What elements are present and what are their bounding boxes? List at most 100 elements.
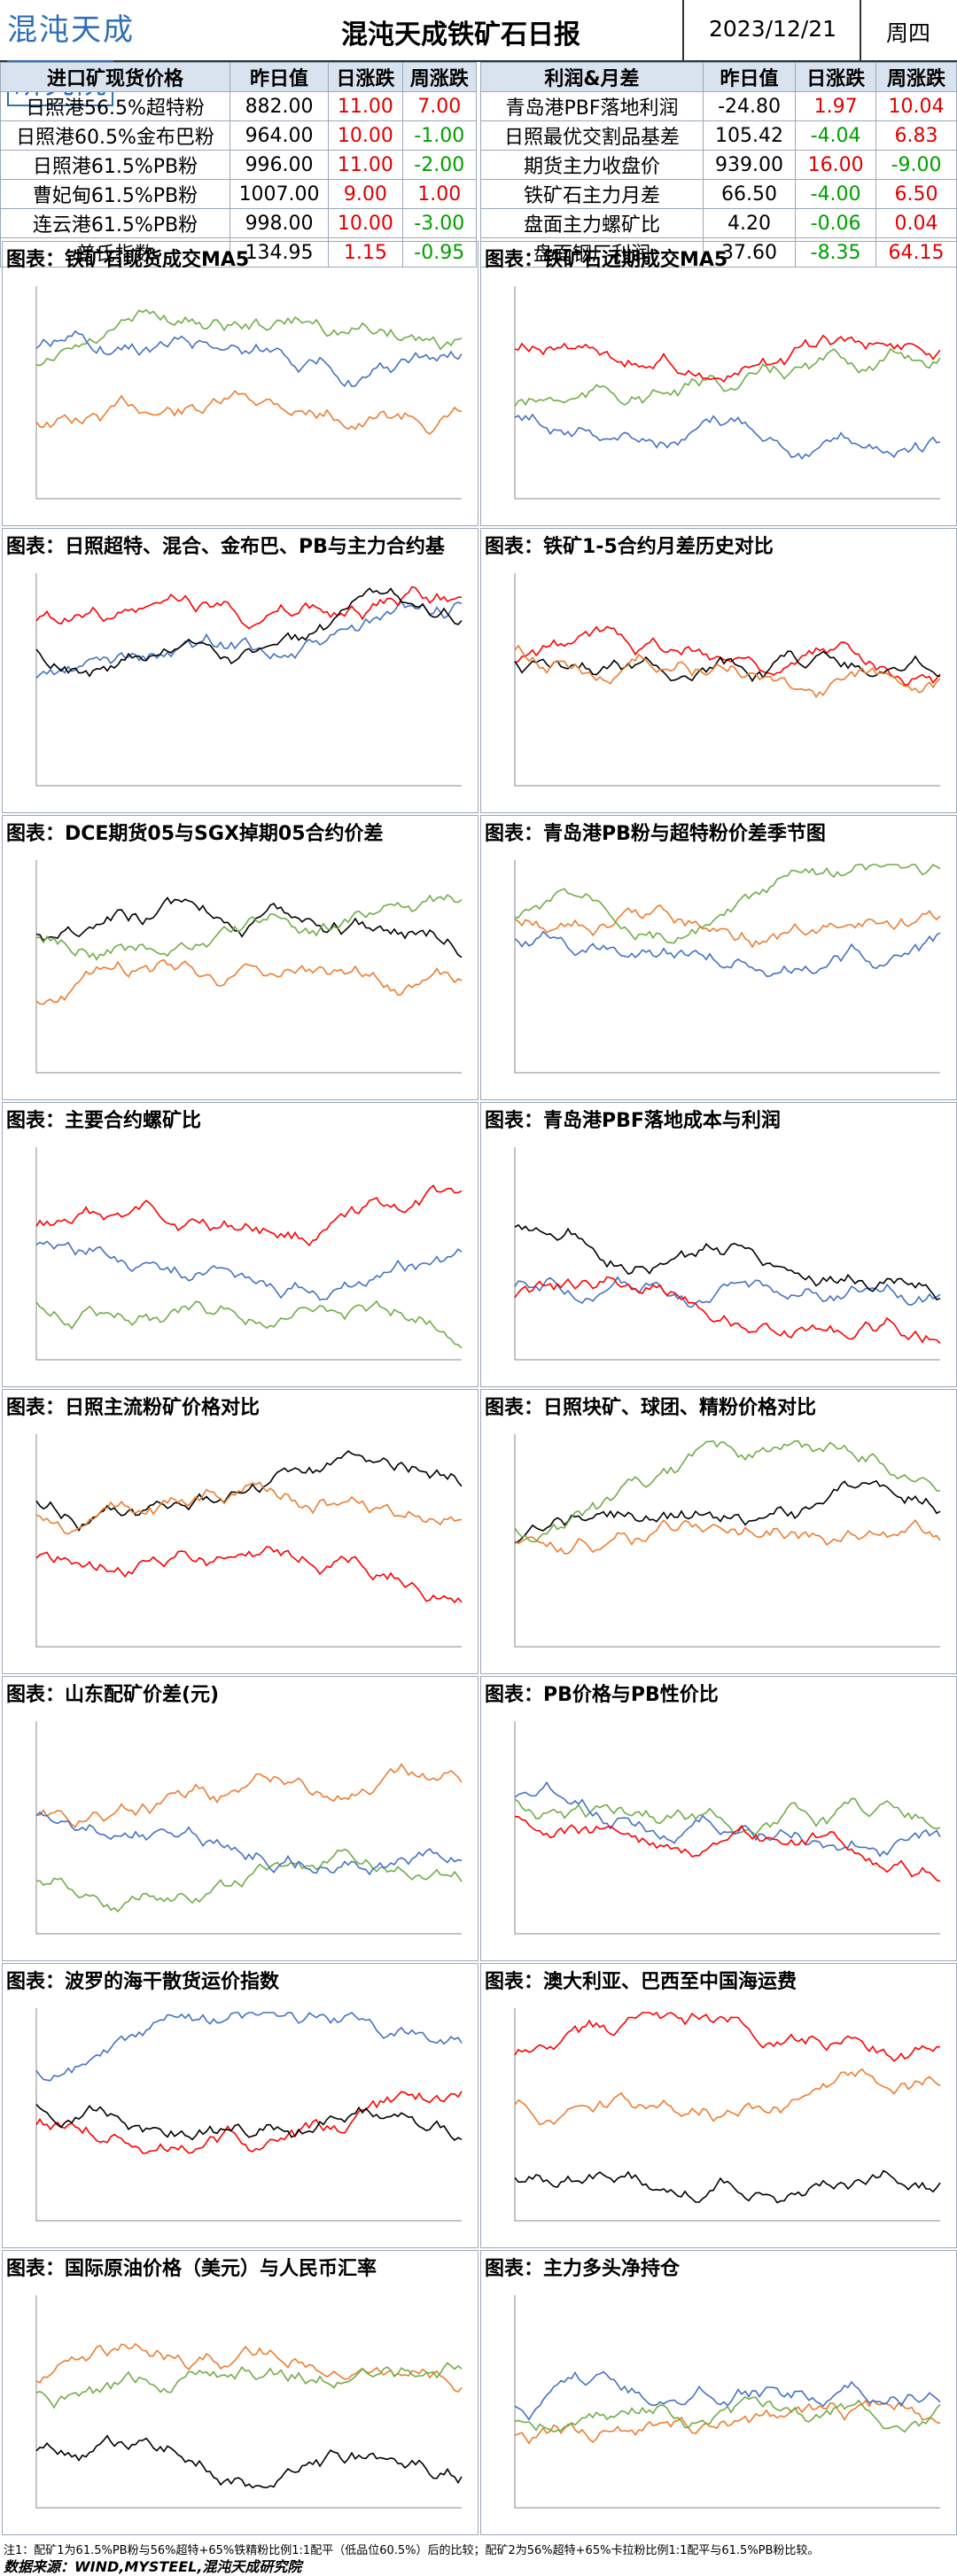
table-cell: -3.00 [401,208,478,238]
chart-plot [514,2008,941,2222]
series-line [35,1811,463,1876]
chart-axis [514,1434,940,1648]
chart-panel: 图表：铁矿石现货成交MA5 [2,241,478,526]
chart-plot [35,286,463,500]
series-line [35,958,463,1005]
table-row: 日照港60.5%金布巴粉 964.00 10.00 -1.00 [0,120,478,151]
chart-plot [35,2008,463,2222]
table-cell: 9.00 [328,179,403,209]
chart-axis [35,286,462,500]
table-cell: 939.00 [702,150,797,180]
series-line [514,1276,941,1345]
series-line [514,2068,941,2126]
series-line [514,904,941,949]
chart-title: 图表：主要合约螺矿比 [6,1110,202,1132]
column-header: 昨日值 [229,62,330,92]
table-cell: 996.00 [229,150,330,180]
series-line [514,863,941,944]
row-label: 日照港56.5%超特粉 [0,91,230,121]
series-line [35,894,463,961]
table-row: 盘面主力螺矿比 4.20 -0.06 0.04 [480,208,957,238]
chart-panel: 图表：国际原油价格（美元）与人民币汇率 [2,2250,478,2535]
table-row: 青岛港PBF落地利润 -24.80 1.97 10.04 [480,91,957,121]
row-label: 曹妃甸61.5%PB粉 [0,179,230,209]
column-header: 日涨跌 [328,62,403,92]
chart-panel: 图表：山东配矿价差(元) [2,1676,478,1961]
chart-axis [514,2008,940,2222]
chart-plot [514,1147,941,1361]
chart-title: 图表：波罗的海干散货运价指数 [6,1971,280,1993]
series-line [35,1481,463,1535]
row-label: 日照港60.5%金布巴粉 [0,120,230,151]
chart-title: 图表：青岛港PB粉与超特粉价差季节图 [485,823,826,845]
table-cell: -0.95 [401,237,478,268]
chart-axis [514,1721,940,1935]
table-cell: 964.00 [229,120,330,151]
chart-plot [514,1434,941,1648]
series-line [514,2011,941,2062]
series-line [35,308,463,367]
series-line [514,930,941,977]
series-line [35,1240,463,1301]
chart-title: 图表：日照块矿、球团、精粉价格对比 [485,1397,817,1419]
report-title: 混沌天成铁矿石日报 [341,19,580,50]
table-cell: 10.04 [875,91,957,121]
series-line [514,650,941,683]
table-cell: 998.00 [229,208,330,238]
row-label: 青岛港PBF落地利润 [480,91,704,121]
chart-title: 图表：日照超特、混合、金布巴、PB与主力合约基 [6,536,445,558]
chart-axis [514,286,940,500]
series-line [35,1763,463,1828]
report-weekday: 周四 [886,20,931,46]
table-cell: 10.00 [328,208,403,238]
series-line [514,347,941,407]
row-label: 盘面主力螺矿比 [480,208,704,238]
series-line [514,334,941,384]
header-divider [682,0,684,60]
series-line [35,390,463,435]
series-line [514,1518,941,1555]
series-line [35,600,463,679]
table-cell: 6.50 [875,179,957,209]
series-line [514,1223,941,1301]
profit-spread-table: 利润&月差 昨日值 日涨跌 周涨跌 青岛港PBF落地利润 -24.80 1.97 10.04 日… [480,62,957,268]
chart-panel: 图表：DCE期货05与SGX掉期05合约价差 [2,815,478,1100]
chart-title: 图表：铁矿石远期成交MA5 [485,249,728,271]
series-line [514,1479,941,1544]
chart-axis [35,1147,462,1361]
table-cell: 882.00 [229,91,330,121]
chart-plot [35,1721,463,1935]
chart-plot [514,286,941,500]
chart-panel: 图表：日照块矿、球团、精粉价格对比 [480,1389,957,1674]
table-row: 期货主力收盘价 939.00 16.00 -9.00 [480,150,957,180]
chart-axis [514,573,940,787]
chart-panel: 图表：铁矿1-5合约月差历史对比 [480,528,957,813]
series-line [35,2104,463,2142]
chart-axis [35,860,462,1074]
series-line [35,2342,463,2394]
column-header: 进口矿现货价格 [0,62,230,92]
table-cell: 6.83 [875,120,957,151]
series-line [514,1276,941,1308]
table-row: 铁矿石主力月差 66.50 -4.00 6.50 [480,179,957,209]
series-line [35,896,463,958]
table-cell: 7.00 [401,91,478,121]
chart-axis [514,860,940,1074]
table-cell: 105.42 [702,120,797,151]
row-label: 盘面钢厂利润 [480,237,704,268]
table-cell: 134.95 [229,237,330,268]
chart-panel: 图表：青岛港PB粉与超特粉价差季节图 [480,815,957,1100]
series-line [35,1546,463,1604]
table-cell: -4.04 [795,120,877,151]
chart-axis [35,2008,462,2222]
chart-panel: 图表：日照主流粉矿价格对比 [2,1389,478,1674]
series-line [514,1781,941,1858]
chart-title: 图表：澳大利亚、巴西至中国海运费 [485,1971,798,1993]
row-label: 连云港61.5%PB粉 [0,208,230,238]
chart-title: 图表：主力多头净持仓 [485,2258,681,2280]
table-cell: 0.04 [875,208,957,238]
table-cell: 1007.00 [229,179,330,209]
chart-panel: 图表：青岛港PBF落地成本与利润 [480,1102,957,1387]
row-label: 期货主力收盘价 [480,150,704,180]
table-cell: -0.06 [795,208,877,238]
